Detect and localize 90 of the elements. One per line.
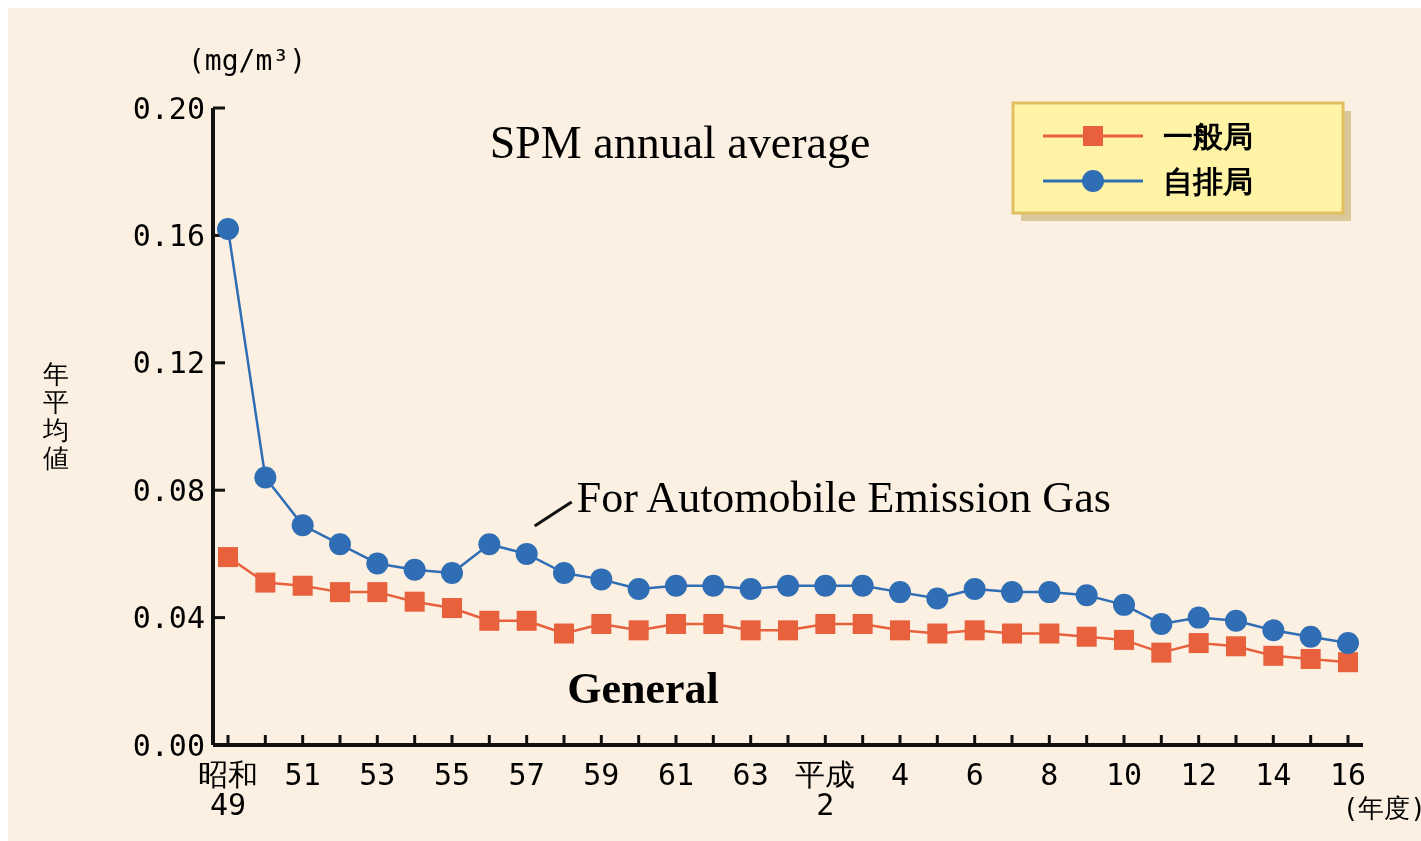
y-tick-label: 0.04 xyxy=(132,600,205,636)
point xyxy=(851,574,874,597)
point xyxy=(1337,632,1359,655)
point xyxy=(292,575,313,596)
x-tick-label: 63 xyxy=(732,757,769,792)
x-tick-label: 16 xyxy=(1329,757,1367,792)
point xyxy=(1151,642,1172,663)
chart-title: SPM annual average xyxy=(489,117,871,168)
text: (mg/m³) xyxy=(188,44,307,77)
x-tick-label: 59 xyxy=(583,757,620,792)
y-tick-label: 0.20 xyxy=(132,90,205,126)
x-tick-label: 4 xyxy=(890,757,910,792)
point xyxy=(703,613,724,634)
point xyxy=(1263,645,1284,666)
point xyxy=(255,572,276,593)
point xyxy=(291,514,314,537)
y-tick-label: 0.16 xyxy=(132,217,205,253)
legend-label: 一般局 xyxy=(1163,118,1253,154)
point xyxy=(1001,581,1023,604)
point xyxy=(666,613,686,634)
point xyxy=(1039,623,1060,644)
point xyxy=(403,558,426,581)
x-tick-label: 8 xyxy=(1040,757,1059,792)
point xyxy=(1299,625,1322,648)
point xyxy=(478,533,501,556)
x-axis-title: (年度) xyxy=(1342,793,1421,823)
y-tick-label: 0.12 xyxy=(132,345,205,381)
point xyxy=(702,574,725,597)
point xyxy=(814,574,837,597)
point xyxy=(1076,626,1097,647)
point xyxy=(591,613,612,634)
point xyxy=(330,582,350,603)
x-tick-label: 14 xyxy=(1255,757,1292,792)
x-tick-label: 51 xyxy=(284,757,321,792)
point xyxy=(1262,619,1285,642)
point xyxy=(1187,606,1210,629)
point xyxy=(1114,629,1134,650)
point xyxy=(1338,652,1358,673)
point xyxy=(367,582,388,603)
x-tick-label: 55 xyxy=(433,757,471,792)
y-axis-title: 年平均値 xyxy=(42,359,69,473)
point xyxy=(1038,581,1061,604)
point xyxy=(554,623,574,644)
point xyxy=(665,574,687,597)
x-tick-label: 6 xyxy=(965,757,984,792)
annotation: General xyxy=(567,664,719,713)
point xyxy=(889,581,911,604)
point xyxy=(1188,633,1209,654)
point xyxy=(739,577,762,600)
x-tick-label: 10 xyxy=(1105,757,1143,792)
point xyxy=(515,542,538,565)
point xyxy=(254,466,277,489)
point xyxy=(628,620,649,641)
point xyxy=(1002,623,1022,644)
point xyxy=(1075,584,1098,607)
point xyxy=(627,577,650,600)
point xyxy=(1226,636,1246,657)
point xyxy=(1150,612,1173,635)
point xyxy=(778,620,798,641)
x-tick-label: 53 xyxy=(359,757,396,792)
point xyxy=(516,610,537,631)
point xyxy=(1113,593,1135,616)
point xyxy=(218,547,238,568)
annotation: For Automobile Emission Gas xyxy=(576,472,1111,522)
legend-label: 自排局 xyxy=(1163,163,1253,199)
point xyxy=(553,562,575,585)
point xyxy=(479,610,500,631)
point xyxy=(890,620,910,641)
point xyxy=(927,623,948,644)
point xyxy=(815,613,836,634)
x-tick-label: 平成2 xyxy=(795,757,856,822)
point xyxy=(366,552,389,575)
point xyxy=(1300,649,1321,670)
x-tick-label: 57 xyxy=(508,757,545,792)
point xyxy=(1225,609,1247,632)
point xyxy=(926,587,949,610)
point xyxy=(777,574,799,597)
point xyxy=(963,577,986,600)
point xyxy=(217,218,239,241)
point xyxy=(852,613,873,634)
point xyxy=(442,598,462,619)
point xyxy=(441,562,463,585)
point xyxy=(329,533,351,556)
point xyxy=(740,620,761,641)
x-tick-label: 61 xyxy=(657,757,695,792)
point xyxy=(964,620,985,641)
point xyxy=(590,568,613,591)
x-tick-label: 12 xyxy=(1180,757,1217,792)
point xyxy=(404,591,425,612)
y-tick-label: 0.08 xyxy=(132,472,205,508)
